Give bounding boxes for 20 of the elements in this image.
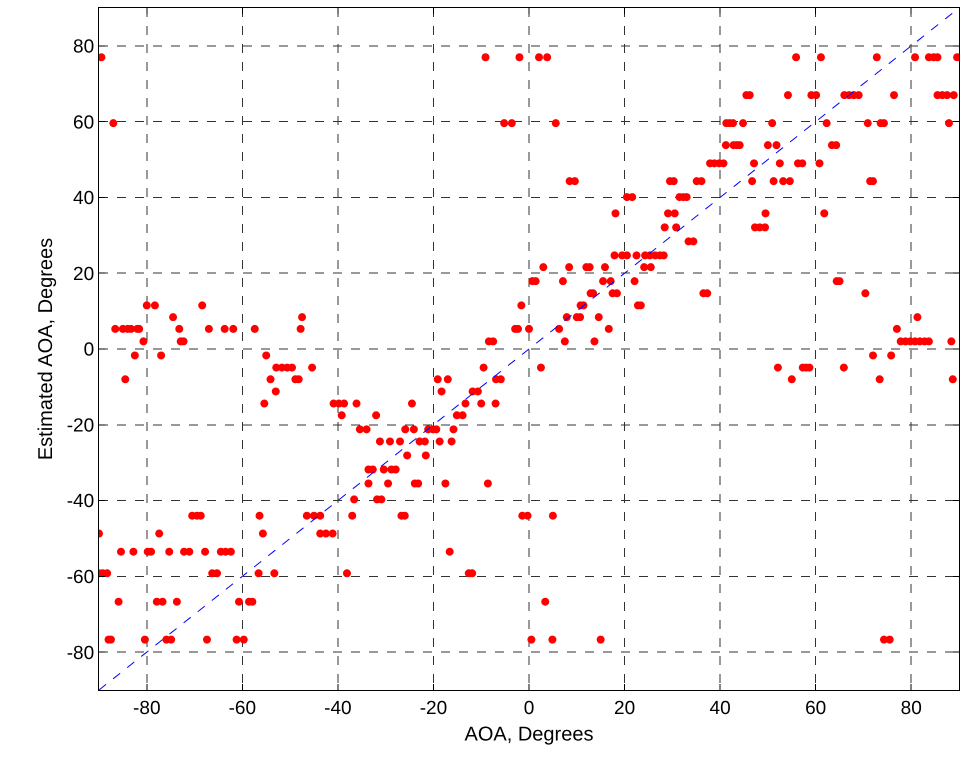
x-tick-label: -20 <box>420 698 448 719</box>
x-tick-label: 60 <box>805 698 826 719</box>
x-tick-label: -60 <box>228 698 256 719</box>
y-tick-label: -40 <box>66 491 94 512</box>
y-tick-label: 80 <box>73 36 94 58</box>
y-tick-label: 40 <box>73 188 94 210</box>
y-tick-label: 0 <box>84 340 94 361</box>
x-tick-label: 40 <box>710 698 731 719</box>
y-tick-label: -80 <box>66 642 94 664</box>
x-tick-label: -40 <box>324 698 352 719</box>
x-tick-label: -80 <box>133 698 161 719</box>
y-tick-label: -20 <box>66 415 94 436</box>
x-axis-title: AOA, Degrees <box>464 723 594 746</box>
x-tick-label: 0 <box>524 698 534 719</box>
x-tick-label: 80 <box>900 698 922 719</box>
y-tick-label: 60 <box>73 112 94 134</box>
y-axis-title: Estimated AOA, Degrees <box>35 238 58 460</box>
x-tick-label: 20 <box>614 698 636 719</box>
y-tick-label: -60 <box>66 566 94 588</box>
y-tick-label: 20 <box>73 264 94 285</box>
